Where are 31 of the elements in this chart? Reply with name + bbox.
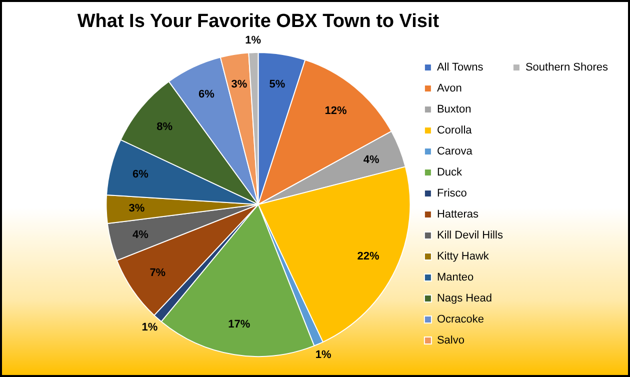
data-label: 8% — [156, 121, 173, 134]
chart-title: What Is Your Favorite OBX Town to Visit — [77, 11, 440, 32]
data-label: 4% — [132, 228, 149, 241]
data-label: 1% — [245, 34, 262, 47]
data-label: 3% — [128, 202, 145, 214]
legend-label: Avon — [436, 82, 462, 95]
legend-label: Southern Shores — [525, 62, 608, 74]
data-label: 4% — [363, 154, 380, 166]
data-label: 22% — [357, 250, 380, 262]
data-label: 12% — [324, 104, 347, 117]
data-label: 1% — [142, 322, 158, 334]
legend-label: All Towns — [436, 62, 484, 74]
data-label: 1% — [315, 349, 332, 362]
legend-label: Buxton — [436, 104, 472, 116]
data-label: 6% — [198, 88, 215, 101]
data-label: 5% — [269, 78, 286, 90]
data-label: 17% — [228, 318, 250, 331]
data-label: 3% — [231, 78, 248, 90]
legend-label: Carova — [436, 146, 474, 158]
legend-label: Kill Devil Hills — [436, 230, 504, 242]
legend-label: Salvo — [436, 334, 464, 347]
legend-label: Kitty Hawk — [436, 250, 490, 263]
legend-label: Manteo — [436, 272, 474, 284]
legend-label: Corolla — [436, 124, 473, 137]
data-label: 6% — [132, 168, 149, 180]
legend-label: Ocracoke — [436, 314, 484, 326]
legend-label: Nags Head — [436, 292, 492, 305]
legend-label: Frisco — [436, 188, 467, 200]
data-label: 7% — [150, 266, 166, 279]
legend-label: Hatteras — [436, 208, 480, 221]
legend-label: Duck — [436, 166, 462, 179]
